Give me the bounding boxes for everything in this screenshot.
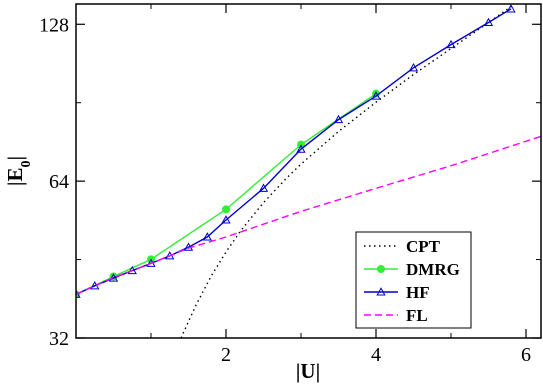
y-axis-label-subscript: 0 — [19, 160, 34, 167]
series-line-hf — [76, 8, 512, 296]
data-point-hf — [296, 144, 306, 153]
data-point-hf — [506, 4, 516, 13]
y-axis-label: |E0| — [3, 156, 34, 186]
series-line-dmrg — [76, 93, 377, 296]
y-tick-label: 128 — [39, 14, 69, 36]
y-tick-label: 64 — [49, 171, 69, 193]
x-axis-label: |U| — [296, 359, 320, 383]
series-line-fl — [76, 135, 541, 296]
data-point-hf — [371, 91, 381, 100]
data-point-hf — [202, 232, 212, 241]
series-line-cpt — [180, 4, 516, 338]
legend-marker-hf — [376, 287, 386, 296]
legend-label-dmrg: DMRG — [406, 260, 460, 279]
plot-frame — [75, 3, 542, 339]
legend-label-cpt: CPT — [406, 237, 441, 256]
data-point-hf — [333, 114, 344, 124]
x-tick-label: 6 — [521, 344, 531, 366]
data-point-hf — [258, 183, 269, 192]
legend-label-hf: HF — [406, 283, 430, 302]
legend-box — [355, 231, 472, 329]
y-tick-label: 32 — [49, 328, 69, 350]
legend: CPT DMRG HF FL — [355, 231, 472, 329]
series-layer — [76, 4, 541, 338]
x-tick-label: 2 — [221, 344, 231, 366]
ticks-layer: 2 4 6 32 64 128 — [39, 4, 541, 366]
data-point-hf — [483, 17, 494, 27]
data-point-hf — [221, 215, 231, 224]
data-point-hf — [127, 265, 137, 275]
legend-marker-dmrg — [377, 265, 385, 273]
data-point-dmrg — [222, 205, 230, 214]
legend-label-fl: FL — [406, 306, 428, 325]
data-point-hf — [183, 242, 194, 251]
data-point-hf — [408, 62, 419, 72]
data-point-hf — [446, 39, 456, 49]
x-tick-label: 4 — [371, 344, 381, 366]
